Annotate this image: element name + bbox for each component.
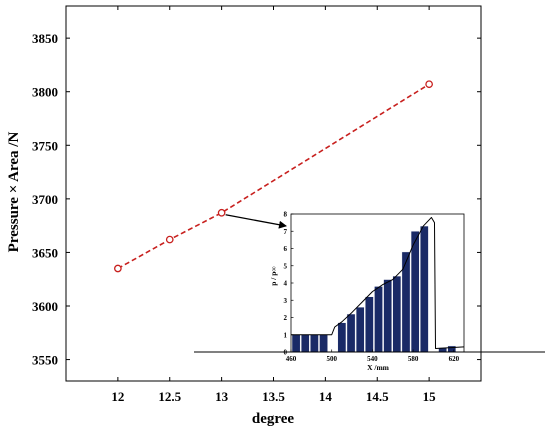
- inset-x-tick-label: 580: [408, 355, 419, 363]
- x-tick-label: 12.5: [158, 389, 181, 404]
- data-point: [167, 236, 173, 242]
- inset-bar: [411, 231, 419, 352]
- inset-bar: [374, 286, 382, 352]
- y-tick-label: 3550: [32, 353, 58, 368]
- x-tick-label: 13.5: [262, 389, 285, 404]
- x-tick-label: 13: [215, 389, 229, 404]
- x-tick-label: 15: [423, 389, 437, 404]
- inset-x-tick-label: 460: [286, 355, 297, 363]
- inset-bar: [292, 335, 300, 352]
- inset-bar: [319, 335, 327, 352]
- inset-bar: [393, 276, 401, 352]
- inset-plot: X /mm p / p∞ 460500540580620012345678: [269, 211, 464, 373]
- x-tick-label: 14: [319, 389, 333, 404]
- inset-y-tick-label: 1: [284, 331, 288, 339]
- y-tick-label: 3750: [32, 138, 58, 153]
- inset-y-tick-label: 8: [284, 211, 288, 219]
- inset-bar: [365, 297, 373, 352]
- inset-bar: [420, 226, 428, 352]
- y-tick-label: 3650: [32, 245, 58, 260]
- inset-y-tick-label: 7: [284, 228, 288, 236]
- inset-bar: [356, 307, 364, 352]
- inset-y-tick-label: 4: [284, 280, 288, 288]
- inset-bar: [301, 335, 309, 352]
- inset-bar: [448, 346, 456, 352]
- x-axis-title: degree: [252, 411, 295, 427]
- inset-bar: [402, 252, 410, 352]
- inset-y-axis-title: p / p∞: [269, 266, 278, 286]
- inset-y-tick-label: 5: [284, 262, 288, 270]
- inset-bar: [310, 335, 318, 352]
- y-tick-label: 3800: [32, 85, 58, 100]
- inset-x-tick-label: 500: [326, 355, 337, 363]
- inset-y-tick-label: 3: [284, 297, 288, 305]
- inset-x-axis-title: X /mm: [367, 363, 390, 372]
- inset-y-tick-label: 2: [284, 314, 288, 322]
- y-axis-title: Pressure × Area /N: [6, 132, 22, 253]
- x-tick-label: 12: [111, 389, 124, 404]
- y-tick-label: 3850: [32, 31, 58, 46]
- inset-x-tick-label: 620: [449, 355, 460, 363]
- data-point: [426, 81, 432, 87]
- inset-x-tick-label: 540: [367, 355, 378, 363]
- y-tick-label: 3700: [32, 192, 58, 207]
- y-tick-label: 3600: [32, 299, 58, 314]
- x-tick-label: 14.5: [366, 389, 389, 404]
- data-point: [218, 210, 224, 216]
- inset-bar: [347, 314, 355, 352]
- inset-bar: [384, 280, 392, 352]
- data-point: [115, 265, 121, 271]
- inset-y-tick-label: 6: [284, 245, 288, 253]
- inset-bar: [338, 323, 346, 352]
